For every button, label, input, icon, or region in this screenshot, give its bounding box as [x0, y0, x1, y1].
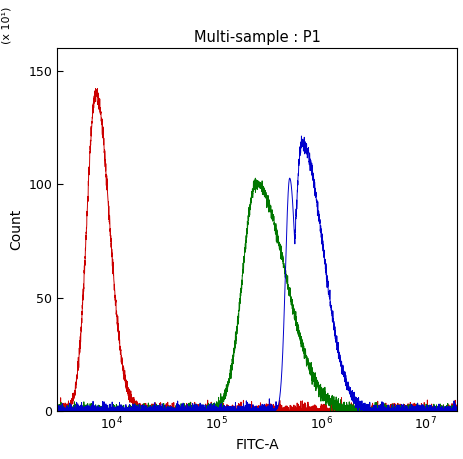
- Y-axis label: Count: Count: [9, 209, 23, 250]
- Title: Multi-sample : P1: Multi-sample : P1: [194, 30, 320, 45]
- X-axis label: FITC-A: FITC-A: [235, 438, 278, 452]
- Text: (x 10¹): (x 10¹): [1, 7, 11, 44]
